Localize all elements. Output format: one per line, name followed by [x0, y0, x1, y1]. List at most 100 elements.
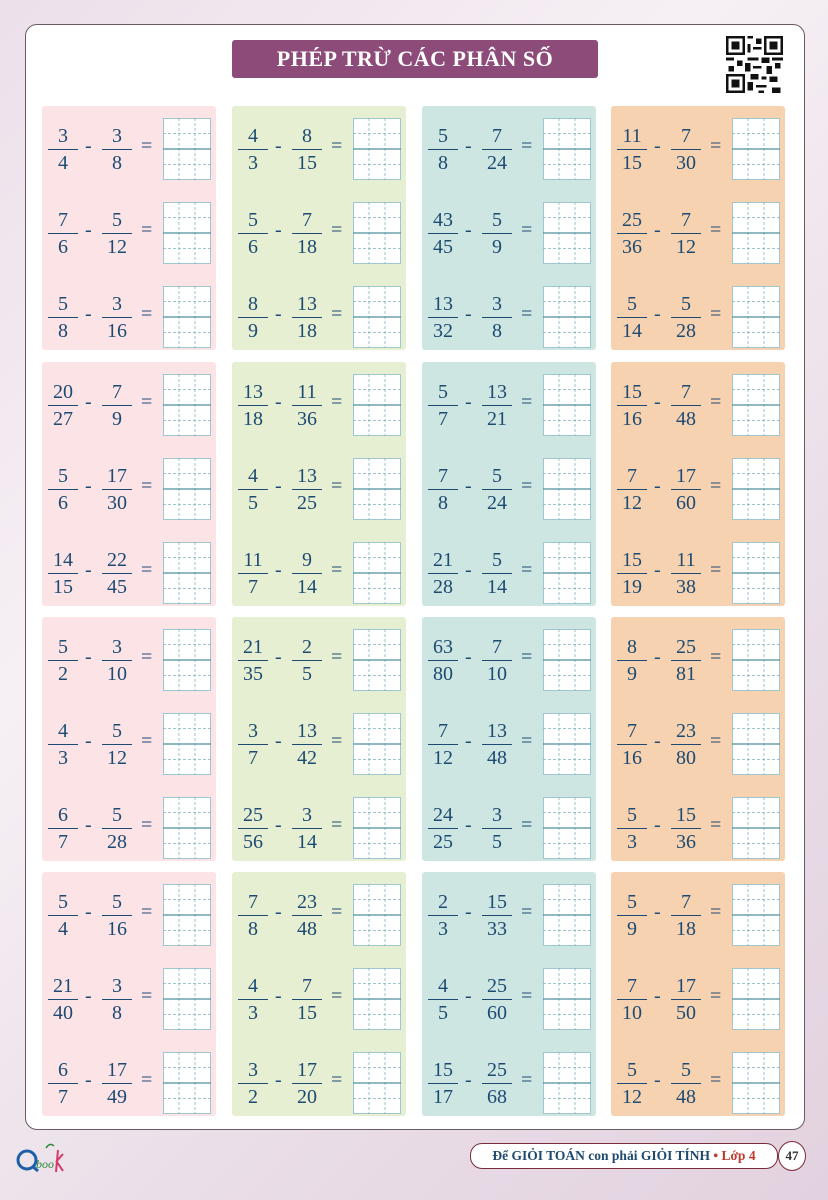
fraction-subtrahend: 25 81: [671, 635, 701, 686]
answer-box[interactable]: [163, 286, 211, 348]
equals-sign: =: [521, 814, 533, 836]
answer-box[interactable]: [163, 202, 211, 264]
denominator: 32: [433, 320, 453, 342]
fraction-minuend: 20 27: [48, 380, 78, 431]
answer-box[interactable]: [353, 202, 401, 264]
numerator: 7: [671, 208, 701, 234]
answer-box[interactable]: [543, 1052, 591, 1114]
denominator: 48: [297, 918, 317, 940]
answer-box[interactable]: [732, 1052, 780, 1114]
numerator: 7: [238, 890, 268, 916]
answer-box[interactable]: [543, 202, 591, 264]
answer-box[interactable]: [163, 629, 211, 691]
fraction-subtrahend: 5 24: [482, 464, 512, 515]
fraction-subtrahend: 7 24: [482, 124, 512, 175]
answer-box[interactable]: [543, 884, 591, 946]
answer-box[interactable]: [163, 542, 211, 604]
answer-box[interactable]: [543, 118, 591, 180]
answer-box[interactable]: [543, 374, 591, 436]
answer-box[interactable]: [732, 374, 780, 436]
answer-box[interactable]: [163, 968, 211, 1030]
answer-box[interactable]: [732, 629, 780, 691]
answer-box[interactable]: [353, 884, 401, 946]
denominator: 6: [58, 492, 68, 514]
answer-box[interactable]: [732, 118, 780, 180]
numerator: 63: [428, 635, 458, 661]
answer-box[interactable]: [163, 458, 211, 520]
minus-sign: -: [275, 814, 282, 836]
answer-box[interactable]: [732, 713, 780, 775]
minus-sign: -: [465, 475, 472, 497]
answer-box[interactable]: [163, 884, 211, 946]
subtraction-problem: 8 9-25 81 =: [611, 623, 785, 704]
answer-box[interactable]: [543, 629, 591, 691]
series-title: Để GIỎI TOÁN con phải GIỎI TÍNH: [492, 1148, 710, 1163]
answer-box[interactable]: [732, 968, 780, 1030]
denominator: 36: [622, 236, 642, 258]
numerator: 5: [671, 1058, 701, 1084]
answer-box[interactable]: [163, 118, 211, 180]
numerator: 5: [48, 464, 78, 490]
denominator: 38: [676, 576, 696, 598]
denominator: 42: [297, 747, 317, 769]
subtraction-problem: 7 10-17 50 =: [611, 962, 785, 1043]
answer-box[interactable]: [543, 797, 591, 859]
exercise-block: 5 9-7 18 = 7 10-17 50 = 5 12-5 48 =: [611, 872, 785, 1116]
subtraction-problem: 21 35-2 5 =: [232, 623, 406, 704]
denominator: 8: [438, 492, 448, 514]
answer-box[interactable]: [543, 458, 591, 520]
subtraction-problem: 15 16-7 48 =: [611, 368, 785, 449]
answer-box[interactable]: [353, 458, 401, 520]
exercise-block: 5 4-5 16 = 21 40-3 8 = 6 7-17 49 =: [42, 872, 216, 1116]
numerator: 3: [102, 974, 132, 1000]
numerator: 24: [428, 803, 458, 829]
answer-box[interactable]: [543, 286, 591, 348]
subtraction-problem: 21 40-3 8 =: [42, 962, 216, 1043]
answer-box[interactable]: [353, 118, 401, 180]
answer-box[interactable]: [163, 713, 211, 775]
numerator: 2: [428, 890, 458, 916]
exercise-block: 20 27-7 9 = 5 6-17 30 = 14 15-22 45 =: [42, 362, 216, 606]
fraction-subtrahend: 13 25: [292, 464, 322, 515]
numerator: 25: [482, 1058, 512, 1084]
answer-box[interactable]: [353, 286, 401, 348]
answer-box[interactable]: [163, 374, 211, 436]
answer-box[interactable]: [543, 713, 591, 775]
answer-box[interactable]: [353, 797, 401, 859]
answer-box[interactable]: [543, 542, 591, 604]
answer-box[interactable]: [732, 797, 780, 859]
minus-sign: -: [465, 985, 472, 1007]
answer-box[interactable]: [353, 713, 401, 775]
minus-sign: -: [85, 303, 92, 325]
numerator: 13: [238, 380, 268, 406]
answer-box[interactable]: [732, 458, 780, 520]
page-number: 47: [778, 1141, 806, 1171]
numerator: 4: [238, 124, 268, 150]
numerator: 23: [292, 890, 322, 916]
answer-box[interactable]: [163, 797, 211, 859]
denominator: 10: [622, 1002, 642, 1024]
answer-box[interactable]: [732, 884, 780, 946]
numerator: 11: [238, 548, 268, 574]
answer-box[interactable]: [543, 968, 591, 1030]
answer-box[interactable]: [163, 1052, 211, 1114]
answer-box[interactable]: [732, 286, 780, 348]
answer-box[interactable]: [353, 968, 401, 1030]
numerator: 3: [482, 292, 512, 318]
denominator: 40: [53, 1002, 73, 1024]
answer-box[interactable]: [353, 542, 401, 604]
answer-box[interactable]: [353, 374, 401, 436]
denominator: 48: [487, 747, 507, 769]
denominator: 7: [248, 576, 258, 598]
answer-box[interactable]: [732, 542, 780, 604]
answer-box[interactable]: [353, 1052, 401, 1114]
answer-box[interactable]: [353, 629, 401, 691]
subtraction-problem: 3 2-17 20 =: [232, 1046, 406, 1127]
numerator: 9: [292, 548, 322, 574]
numerator: 4: [48, 719, 78, 745]
answer-box[interactable]: [732, 202, 780, 264]
